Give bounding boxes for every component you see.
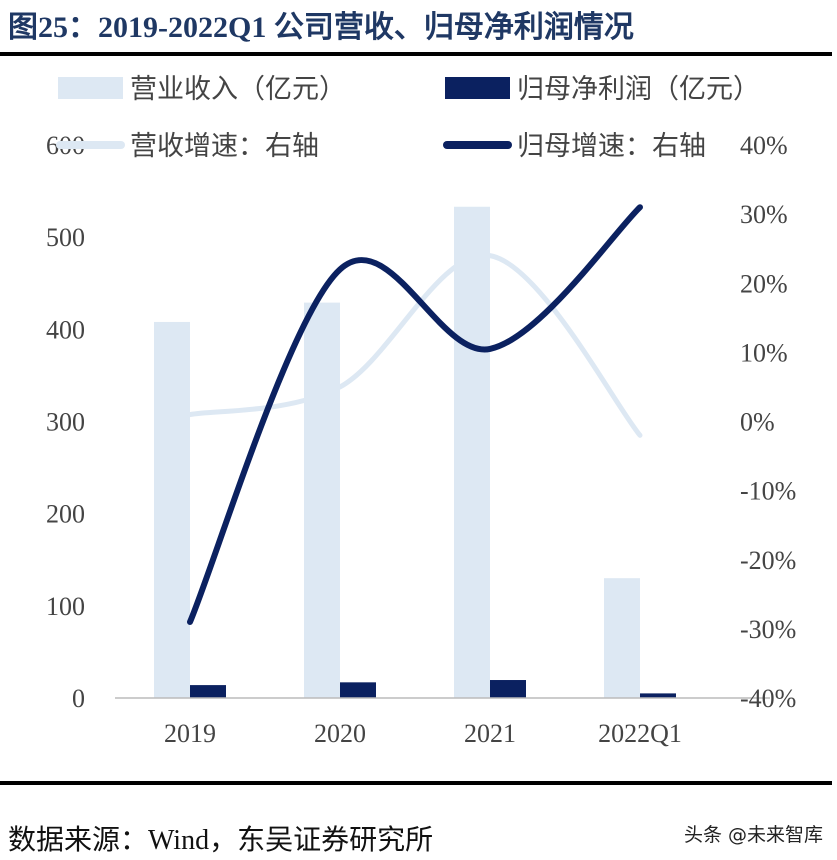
right-tick-label: -40% — [740, 684, 796, 713]
revenue-bar-2019 — [154, 321, 190, 698]
right-tick-label: -10% — [740, 477, 796, 506]
left-tick-label: 300 — [46, 408, 85, 437]
left-tick-label: 200 — [46, 500, 85, 529]
net-profit-bar-2020 — [340, 682, 376, 698]
revenue-bar-2022Q1 — [604, 578, 640, 698]
right-tick-label: -20% — [740, 546, 796, 575]
left-tick-label: 0 — [72, 684, 85, 713]
revenue-bar-2021 — [454, 206, 490, 699]
x-tick-label: 2022Q1 — [598, 719, 682, 748]
revenue-bar-2020 — [304, 302, 340, 698]
net-profit-bar-2021 — [490, 680, 526, 698]
x-tick-label: 2019 — [164, 719, 216, 748]
left-tick-label: 100 — [46, 592, 85, 621]
figure-title: 图25：2019-2022Q1 公司营收、归母净利润情况 — [8, 11, 634, 44]
net-profit-bar-2022Q1 — [640, 693, 676, 698]
legend-swatch-0 — [58, 77, 123, 99]
footer-divider — [0, 781, 832, 785]
right-tick-label: -30% — [740, 615, 796, 644]
right-tick-label: 0% — [740, 408, 775, 437]
net-profit-bar-2019 — [190, 685, 226, 698]
right-tick-label: 40% — [740, 131, 788, 160]
legend-swatch-1 — [445, 77, 510, 99]
right-tick-label: 10% — [740, 338, 788, 367]
left-tick-label: 400 — [46, 315, 85, 344]
legend-label-1: 归母净利润（亿元） — [517, 74, 760, 105]
right-tick-label: 30% — [740, 200, 788, 229]
title-divider — [0, 52, 832, 56]
legend-label-2: 营收增速：右轴 — [130, 131, 319, 162]
watermark: 头条 @未来智库 — [683, 824, 823, 846]
legend-label-0: 营业收入（亿元） — [130, 74, 346, 105]
left-tick-label: 500 — [46, 223, 85, 252]
right-tick-label: 20% — [740, 269, 788, 298]
data-source: 数据来源：Wind，东吴证券研究所 — [8, 825, 434, 856]
net-profit-growth-line — [187, 204, 643, 625]
x-tick-label: 2020 — [314, 719, 366, 748]
legend-label-3: 归母增速：右轴 — [517, 131, 706, 162]
chart: 0100200300400500600-40%-30%-20%-10%0%10%… — [46, 74, 796, 748]
x-tick-label: 2021 — [464, 719, 516, 748]
